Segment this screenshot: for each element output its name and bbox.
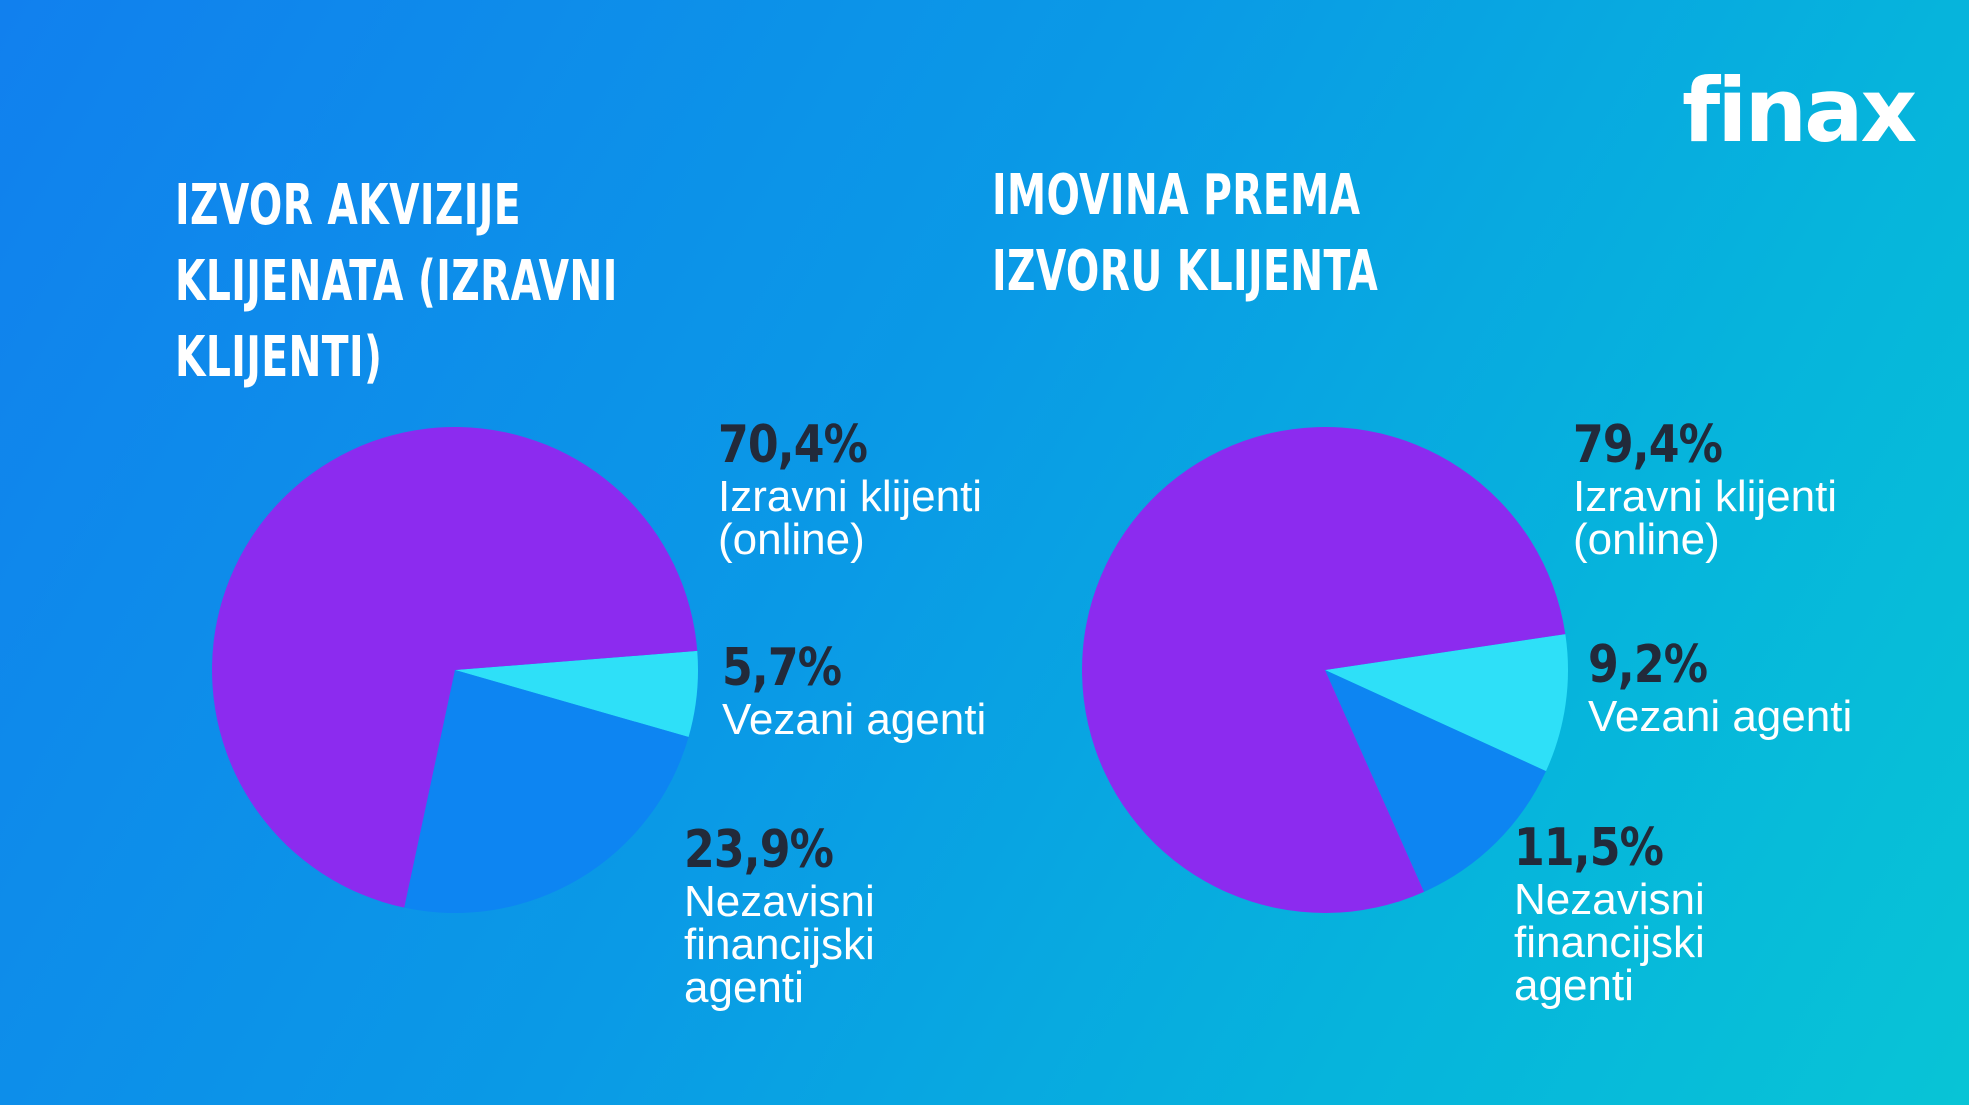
slice-category: Izravni klijenti (online) [1573,472,1838,564]
chart-title-assets: IMOVINA PREMA IZVORU KLIJENTA [992,163,1379,304]
finax-logo: finax [1682,66,1917,156]
pie-chart-assets [1082,427,1569,914]
slice-label-vezani-2: 9,2% Vezani agenti [1588,635,1853,741]
slice-category: Nezavisni financijski agenti [1514,875,1705,1010]
slice-label-vezani-1: 5,7% Vezani agenti [722,638,987,744]
pie-slice-nezavisni [1325,670,1546,892]
slice-label-nezavisni-2: 11,5% Nezavisni financijski agenti [1514,818,1705,1010]
slice-value: 9,2% [1588,635,1708,695]
pie-chart-acquisition [211,427,698,914]
pie-slice-vezani [1325,634,1569,772]
slice-value: 70,4% [718,415,868,475]
slice-label-izravni-1: 70,4% Izravni klijenti (online) [718,415,983,564]
slice-category: Nezavisni financijski agenti [684,877,875,1012]
slice-value: 23,9% [684,820,834,880]
slice-value: 5,7% [722,638,842,698]
slice-value: 11,5% [1514,818,1664,878]
slice-category: Vezani agenti [722,695,987,744]
logo-text: finax [1682,59,1917,162]
slice-value: 79,4% [1573,415,1723,475]
slice-category: Izravni klijenti (online) [718,472,983,564]
pie-slice-izravni [211,427,698,908]
slice-label-nezavisni-1: 23,9% Nezavisni financijski agenti [684,820,875,1012]
bottom-border [0,1105,1969,1109]
pie-slice-vezani [455,650,698,738]
chart-title-acquisition: IZVOR AKVIZIJE KLIJENATA (IZRAVNI KLIJEN… [175,173,618,390]
slice-category: Vezani agenti [1588,692,1853,741]
slice-label-izravni-2: 79,4% Izravni klijenti (online) [1573,415,1838,564]
pie-slice-nezavisni [404,670,689,914]
pie-slice-izravni [1082,427,1566,914]
